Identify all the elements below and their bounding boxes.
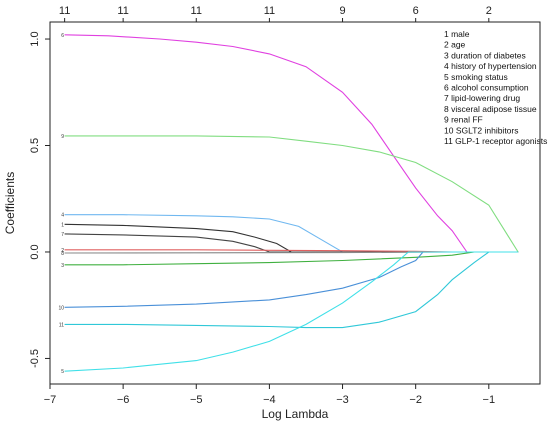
top-tick-label: 6 bbox=[413, 5, 419, 17]
x-axis: −7 −6 −5 −4 −3 −2 −1 bbox=[44, 384, 495, 406]
x-tick-label: −1 bbox=[483, 394, 496, 406]
x-tick-label: −7 bbox=[44, 394, 57, 406]
plot-frame bbox=[49, 21, 541, 385]
x-axis-title: Log Lambda bbox=[262, 407, 329, 421]
top-tick-label: 11 bbox=[117, 5, 128, 17]
curve-label-4: 4 bbox=[61, 213, 64, 219]
curve-label-9: 9 bbox=[61, 134, 64, 140]
x-tick-label: −3 bbox=[336, 394, 349, 406]
curve-labels: 6 9 4 1 7 28 3 10 11 5 bbox=[58, 33, 64, 375]
legend-entry: 10 SGLT2 inhibitors bbox=[444, 125, 519, 135]
curve-9 bbox=[64, 135, 519, 253]
curve-label-5: 5 bbox=[61, 369, 64, 375]
curve-7 bbox=[64, 233, 519, 253]
y-axis-title: Coefficients bbox=[3, 172, 17, 234]
curves bbox=[64, 34, 519, 372]
curve-label-3: 3 bbox=[61, 263, 64, 269]
legend-entry: 6 alcohol consumption bbox=[444, 83, 529, 93]
legend-entry: 5 smoking status bbox=[444, 72, 508, 82]
curve-3 bbox=[64, 251, 519, 266]
curve-label-2: 2 bbox=[61, 248, 64, 254]
curve-label-8: 8 bbox=[61, 251, 64, 257]
legend-entry: 11 GLP-1 receptor agonists bbox=[444, 136, 547, 146]
x-tick-label: −4 bbox=[263, 394, 276, 406]
curve-label-1: 1 bbox=[61, 222, 64, 228]
y-tick-label: -0.5 bbox=[29, 349, 41, 368]
curve-label-6: 6 bbox=[61, 33, 64, 39]
legend-entry: 7 lipid-lowering drug bbox=[444, 93, 520, 103]
legend-entry: 4 history of hypertension bbox=[444, 61, 537, 71]
x-tick-label: −5 bbox=[190, 394, 203, 406]
curve-5 bbox=[64, 251, 519, 372]
top-tick-label: 11 bbox=[264, 5, 275, 17]
legend-entry: 1 male bbox=[444, 29, 470, 39]
curve-10 bbox=[64, 251, 519, 308]
curve-6 bbox=[64, 34, 519, 253]
curve-label-7: 7 bbox=[61, 232, 64, 238]
top-tick-label: 11 bbox=[59, 5, 70, 17]
y-tick-label: 0.5 bbox=[29, 138, 41, 153]
top-tick-label: 11 bbox=[191, 5, 202, 17]
curve-11 bbox=[64, 251, 519, 329]
legend-entry: 9 renal FF bbox=[444, 115, 483, 125]
y-tick-label: 0.0 bbox=[29, 244, 41, 259]
x-tick-label: −2 bbox=[409, 394, 422, 406]
curve-label-10: 10 bbox=[58, 305, 64, 311]
legend-entry: 2 age bbox=[444, 40, 466, 50]
legend-entry: 8 visceral adipose tissue bbox=[444, 104, 537, 114]
curve-label-11: 11 bbox=[59, 322, 64, 328]
y-axis: -0.5 0.0 0.5 1.0 bbox=[29, 31, 50, 368]
y-tick-label: 1.0 bbox=[29, 31, 41, 46]
top-tick-label: 2 bbox=[486, 5, 492, 17]
legend-entry: 3 duration of diabetes bbox=[444, 50, 526, 60]
x-tick-label: −6 bbox=[117, 394, 130, 406]
top-axis: 11 11 11 11 9 6 2 bbox=[59, 5, 492, 22]
top-tick-label: 9 bbox=[339, 5, 345, 17]
curve-4 bbox=[64, 214, 519, 253]
